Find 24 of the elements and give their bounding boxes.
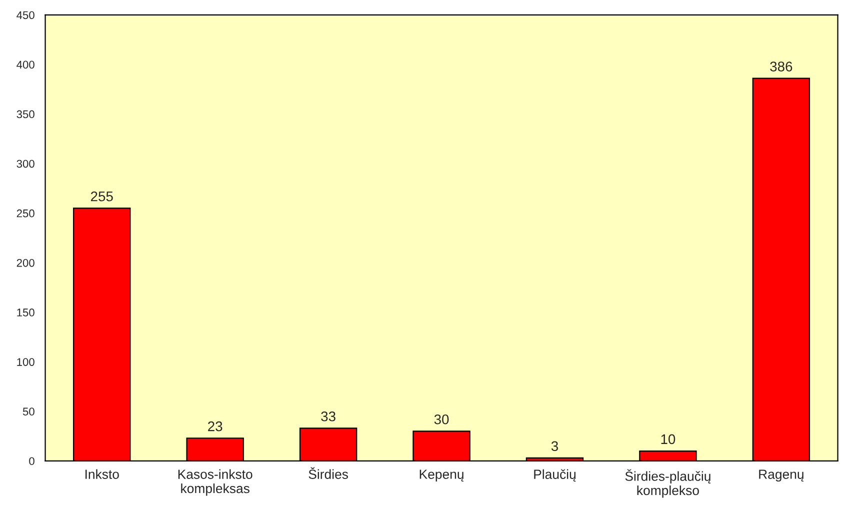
y-tick-label: 50 bbox=[22, 408, 34, 416]
x-tick-label: Širdies-plaučių komplekso bbox=[625, 469, 711, 498]
x-tick-label: Kasos-inksto kompleksas bbox=[178, 469, 252, 496]
x-tick-label: Širdies bbox=[308, 467, 348, 479]
y-tick-label: 400 bbox=[16, 60, 34, 69]
y-tick-label: 300 bbox=[16, 160, 34, 168]
x-tick-label: Plaučių bbox=[534, 469, 576, 482]
data-label: 386 bbox=[770, 62, 792, 72]
x-tick-label: Ragenų bbox=[759, 470, 804, 482]
y-tick-label: 0 bbox=[29, 457, 34, 466]
data-label: 23 bbox=[208, 421, 222, 432]
x-tick-label: Kepenų bbox=[420, 470, 464, 482]
data-label: 33 bbox=[321, 411, 336, 422]
data-label: 3 bbox=[551, 441, 558, 452]
data-label: 10 bbox=[661, 434, 676, 444]
y-tick-label: 150 bbox=[17, 308, 34, 316]
y-tick-label: 450 bbox=[16, 11, 34, 20]
data-label: 30 bbox=[434, 414, 449, 424]
data-label: 255 bbox=[90, 191, 113, 202]
x-tick-label: Inksto bbox=[85, 469, 119, 479]
y-tick-label: 250 bbox=[16, 209, 34, 218]
y-tick-label: 350 bbox=[16, 110, 34, 118]
y-tick-label: 200 bbox=[16, 258, 34, 267]
y-tick-label: 100 bbox=[17, 358, 34, 366]
